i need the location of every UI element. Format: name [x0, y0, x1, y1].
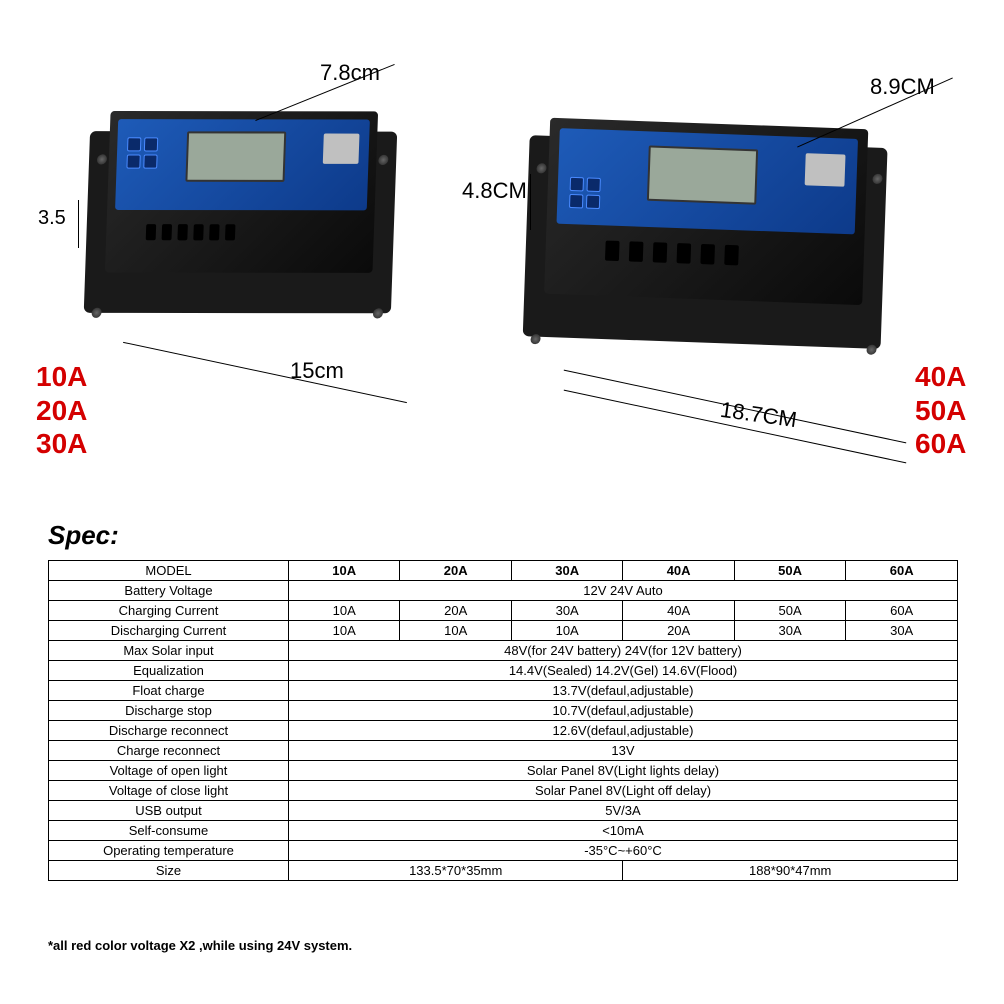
row-label: Self-consume	[49, 821, 289, 841]
model-header: 60A	[846, 561, 958, 581]
left-ratings: 10A 20A 30A	[36, 360, 87, 461]
row-label: Float charge	[49, 681, 289, 701]
rating-50a: 50A	[915, 394, 966, 428]
row-cell: 10A	[289, 621, 400, 641]
spec-table: MODEL10A20A30A40A50A60ABattery Voltage12…	[48, 560, 958, 881]
row-label: Equalization	[49, 661, 289, 681]
row-value: -35°C~+60°C	[289, 841, 958, 861]
row-value: 14.4V(Sealed) 14.2V(Gel) 14.6V(Flood)	[289, 661, 958, 681]
row-cell: 20A	[623, 621, 734, 641]
row-cell: 20A	[400, 601, 511, 621]
model-header: 30A	[511, 561, 622, 581]
row-cell: 10A	[400, 621, 511, 641]
row-value: 12V 24V Auto	[289, 581, 958, 601]
row-cell: 30A	[846, 621, 958, 641]
row-label: Operating temperature	[49, 841, 289, 861]
footnote: *all red color voltage X2 ,while using 2…	[48, 938, 352, 953]
row-value: <10mA	[289, 821, 958, 841]
rating-40a: 40A	[915, 360, 966, 394]
row-label: Discharge stop	[49, 701, 289, 721]
rating-20a: 20A	[36, 394, 87, 428]
row-label: Voltage of open light	[49, 761, 289, 781]
row-value: 5V/3A	[289, 801, 958, 821]
rating-10a: 10A	[36, 360, 87, 394]
model-header: 10A	[289, 561, 400, 581]
spec-heading: Spec:	[48, 520, 119, 551]
row-label: Voltage of close light	[49, 781, 289, 801]
row-label: Discharging Current	[49, 621, 289, 641]
dim-side-right: 4.8CM	[462, 178, 527, 204]
model-header: 50A	[734, 561, 845, 581]
row-size-left: 133.5*70*35mm	[289, 861, 623, 881]
right-ratings: 40A 50A 60A	[915, 360, 966, 461]
rating-60a: 60A	[915, 427, 966, 461]
row-value: Solar Panel 8V(Light off delay)	[289, 781, 958, 801]
row-label: USB output	[49, 801, 289, 821]
row-cell: 30A	[511, 601, 622, 621]
row-value: 13V	[289, 741, 958, 761]
row-value: Solar Panel 8V(Light lights delay)	[289, 761, 958, 781]
row-label: Charging Current	[49, 601, 289, 621]
row-cell: 30A	[734, 621, 845, 641]
row-label: Charge reconnect	[49, 741, 289, 761]
row-cell: 50A	[734, 601, 845, 621]
left-device	[70, 90, 440, 380]
row-cell: 60A	[846, 601, 958, 621]
row-value: 10.7V(defaul,adjustable)	[289, 701, 958, 721]
row-cell: 10A	[511, 621, 622, 641]
dim-side-left: 3.5	[38, 207, 66, 230]
row-size-right: 188*90*47mm	[623, 861, 958, 881]
row-cell: 40A	[623, 601, 734, 621]
row-label: Discharge reconnect	[49, 721, 289, 741]
header-label: MODEL	[49, 561, 289, 581]
row-label: Size	[49, 861, 289, 881]
row-value: 12.6V(defaul,adjustable)	[289, 721, 958, 741]
row-value: 13.7V(defaul,adjustable)	[289, 681, 958, 701]
right-device	[520, 100, 940, 410]
row-label: Max Solar input	[49, 641, 289, 661]
row-cell: 10A	[289, 601, 400, 621]
row-label: Battery Voltage	[49, 581, 289, 601]
model-header: 20A	[400, 561, 511, 581]
model-header: 40A	[623, 561, 734, 581]
product-images-area: 7.8cm 3.5 15cm 10A 20A 30A	[0, 0, 1004, 480]
row-value: 48V(for 24V battery) 24V(for 12V battery…	[289, 641, 958, 661]
rating-30a: 30A	[36, 427, 87, 461]
dim-top-right: 8.9CM	[870, 74, 935, 100]
